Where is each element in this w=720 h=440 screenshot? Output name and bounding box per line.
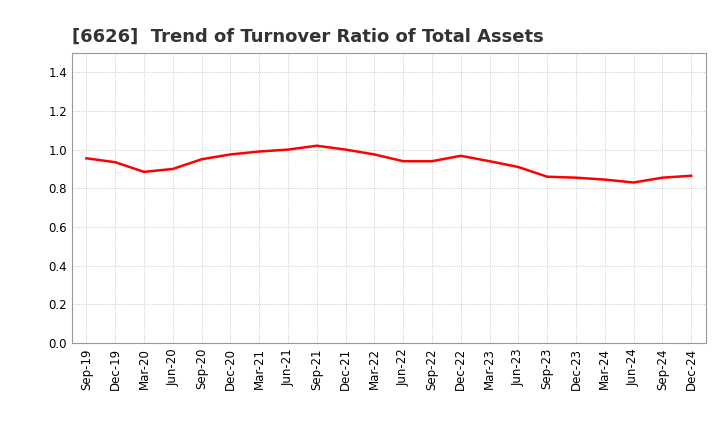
Text: [6626]  Trend of Turnover Ratio of Total Assets: [6626] Trend of Turnover Ratio of Total … bbox=[72, 28, 544, 46]
